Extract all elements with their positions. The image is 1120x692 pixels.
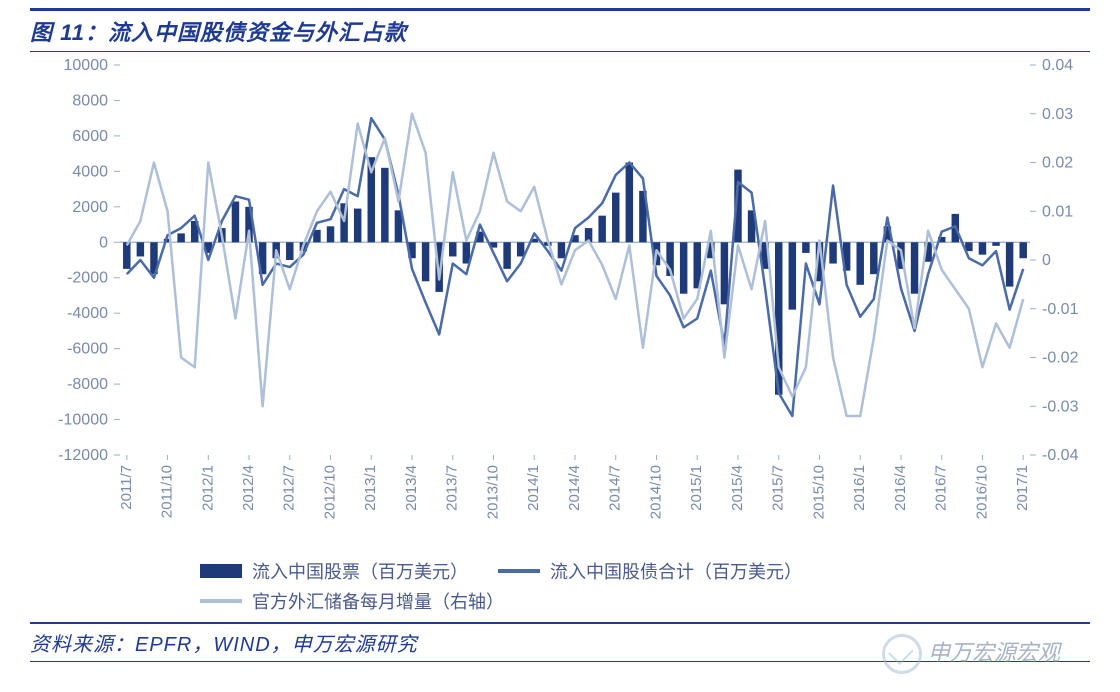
source-text: EPFR，WIND，申万宏源研究 — [135, 634, 418, 656]
svg-text:-4000: -4000 — [67, 305, 108, 322]
svg-text:2013/10: 2013/10 — [484, 465, 501, 519]
svg-text:2016/10: 2016/10 — [973, 465, 990, 519]
svg-text:0: 0 — [99, 234, 108, 251]
svg-text:2012/4: 2012/4 — [240, 465, 257, 511]
svg-text:2014/1: 2014/1 — [525, 465, 542, 511]
legend-item-line-reserve: 官方外汇储备每月增量（右轴） — [200, 588, 504, 614]
svg-text:0.04: 0.04 — [1042, 57, 1073, 74]
svg-text:-2000: -2000 — [67, 270, 108, 287]
svg-text:2000: 2000 — [72, 199, 108, 216]
legend-label-bars: 流入中国股票（百万美元） — [252, 558, 468, 584]
figure-title-text: 流入中国股债资金与外汇占款 — [108, 20, 407, 45]
svg-text:2015/1: 2015/1 — [688, 465, 705, 511]
chart-svg: -12000 -10000 -8000 -6000 -4000 -2000 0 2000 400… — [30, 55, 1090, 555]
svg-text:2012/10: 2012/10 — [321, 465, 338, 519]
svg-text:-0.02: -0.02 — [1042, 350, 1079, 367]
figure-title-bar: 图 11：流入中国股债资金与外汇占款 — [30, 8, 1090, 52]
watermark-icon — [882, 634, 922, 674]
legend: 流入中国股票（百万美元） 流入中国股债合计（百万美元） 官方外汇储备每月增量（右… — [200, 558, 960, 618]
svg-text:2013/4: 2013/4 — [403, 465, 420, 511]
svg-text:0.02: 0.02 — [1042, 155, 1073, 172]
legend-item-line-total: 流入中国股债合计（百万美元） — [498, 558, 802, 584]
svg-text:0.01: 0.01 — [1042, 203, 1073, 220]
svg-text:-8000: -8000 — [67, 376, 108, 393]
svg-text:6000: 6000 — [72, 128, 108, 145]
watermark: 申万宏源宏观 — [882, 634, 1060, 674]
svg-text:2012/1: 2012/1 — [199, 465, 216, 511]
legend-swatch-bars — [200, 564, 242, 578]
svg-text:-10000: -10000 — [58, 412, 108, 429]
svg-text:2011/7: 2011/7 — [118, 465, 135, 510]
svg-text:2012/7: 2012/7 — [281, 465, 298, 511]
svg-text:2014/4: 2014/4 — [566, 465, 583, 511]
svg-text:0: 0 — [1042, 252, 1051, 269]
legend-swatch-line-total — [498, 569, 540, 573]
svg-text:2016/7: 2016/7 — [933, 465, 950, 511]
svg-text:-0.01: -0.01 — [1042, 301, 1079, 318]
svg-text:2017/1: 2017/1 — [1014, 465, 1031, 511]
svg-text:2013/7: 2013/7 — [444, 465, 461, 511]
legend-swatch-line-reserve — [200, 599, 242, 603]
svg-text:2014/7: 2014/7 — [607, 465, 624, 511]
chart-area: -12000 -10000 -8000 -6000 -4000 -2000 0 2000 400… — [30, 55, 1090, 555]
svg-text:2011/10: 2011/10 — [159, 465, 176, 518]
svg-text:8000: 8000 — [72, 92, 108, 109]
svg-text:2014/10: 2014/10 — [647, 465, 664, 519]
figure-title-prefix: 图 11： — [30, 20, 108, 45]
svg-text:0.03: 0.03 — [1042, 106, 1073, 123]
svg-text:-0.03: -0.03 — [1042, 398, 1079, 415]
figure-title: 图 11：流入中国股债资金与外汇占款 — [30, 20, 407, 45]
svg-text:4000: 4000 — [72, 163, 108, 180]
svg-text:2015/7: 2015/7 — [770, 465, 787, 511]
svg-text:-0.04: -0.04 — [1042, 447, 1079, 464]
watermark-text: 申万宏源宏观 — [928, 640, 1060, 665]
svg-text:10000: 10000 — [64, 57, 109, 74]
svg-text:-12000: -12000 — [58, 447, 108, 464]
svg-text:2016/4: 2016/4 — [892, 465, 909, 511]
svg-text:2015/10: 2015/10 — [810, 465, 827, 519]
svg-text:2016/1: 2016/1 — [851, 465, 868, 511]
legend-label-line-reserve: 官方外汇储备每月增量（右轴） — [252, 588, 504, 614]
svg-text:2013/1: 2013/1 — [362, 465, 379, 511]
svg-text:-6000: -6000 — [67, 341, 108, 358]
svg-text:2015/4: 2015/4 — [729, 465, 746, 511]
legend-item-bars: 流入中国股票（百万美元） — [200, 558, 468, 584]
source-label: 资料来源： — [30, 634, 135, 656]
legend-label-line-total: 流入中国股债合计（百万美元） — [550, 558, 802, 584]
